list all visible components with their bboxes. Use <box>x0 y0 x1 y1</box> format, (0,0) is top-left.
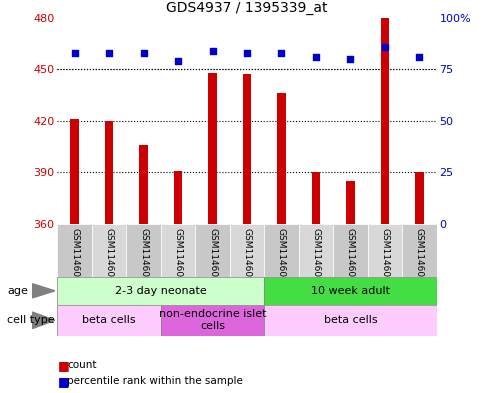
Point <box>105 50 113 56</box>
Point <box>277 50 285 56</box>
Bar <box>264 305 437 336</box>
Text: cell type: cell type <box>7 315 55 325</box>
Bar <box>92 224 126 277</box>
Text: beta cells: beta cells <box>82 315 136 325</box>
Bar <box>264 224 299 277</box>
Text: 10 week adult: 10 week adult <box>311 286 390 296</box>
Point <box>71 50 79 56</box>
Text: beta cells: beta cells <box>324 315 377 325</box>
Bar <box>161 305 264 336</box>
Text: GSM1146031: GSM1146031 <box>70 228 79 289</box>
Bar <box>230 224 264 277</box>
Point <box>174 58 182 64</box>
Point <box>346 56 354 62</box>
Text: GSM1146030: GSM1146030 <box>415 228 424 289</box>
Bar <box>368 224 402 277</box>
Bar <box>126 224 161 277</box>
Text: GSM1146027: GSM1146027 <box>311 228 320 289</box>
Point <box>209 48 217 54</box>
Text: age: age <box>7 286 28 296</box>
Bar <box>381 18 389 224</box>
Bar <box>174 171 182 224</box>
Text: GSM1146033: GSM1146033 <box>139 228 148 289</box>
Bar <box>346 181 355 224</box>
Text: ■: ■ <box>57 359 69 372</box>
Bar <box>277 93 286 224</box>
Polygon shape <box>32 312 55 329</box>
Bar <box>195 224 230 277</box>
Text: ■: ■ <box>57 375 69 388</box>
Bar <box>402 224 437 277</box>
Bar <box>57 224 92 277</box>
Bar <box>333 224 368 277</box>
Bar <box>312 173 320 224</box>
Text: GSM1146035: GSM1146035 <box>208 228 217 289</box>
Point <box>312 54 320 60</box>
Bar <box>57 305 161 336</box>
Bar <box>161 224 195 277</box>
Point <box>415 54 423 60</box>
Text: GSM1146034: GSM1146034 <box>174 228 183 289</box>
Text: GSM1146029: GSM1146029 <box>380 228 389 289</box>
Point <box>381 43 389 50</box>
Bar <box>243 74 251 224</box>
Bar <box>415 173 424 224</box>
Text: non-endocrine islet
cells: non-endocrine islet cells <box>159 310 266 331</box>
Bar <box>70 119 79 224</box>
Title: GDS4937 / 1395339_at: GDS4937 / 1395339_at <box>166 1 328 15</box>
Point <box>140 50 148 56</box>
Polygon shape <box>32 284 55 298</box>
Bar <box>264 277 437 305</box>
Bar <box>139 145 148 224</box>
Text: GSM1146036: GSM1146036 <box>243 228 251 289</box>
Text: percentile rank within the sample: percentile rank within the sample <box>67 376 243 386</box>
Text: GSM1146026: GSM1146026 <box>277 228 286 289</box>
Bar <box>105 121 113 224</box>
Text: 2-3 day neonate: 2-3 day neonate <box>115 286 207 296</box>
Bar <box>57 277 264 305</box>
Text: GSM1146032: GSM1146032 <box>105 228 114 289</box>
Bar <box>208 73 217 224</box>
Point <box>243 50 251 56</box>
Text: count: count <box>67 360 97 371</box>
Text: GSM1146028: GSM1146028 <box>346 228 355 289</box>
Bar <box>299 224 333 277</box>
